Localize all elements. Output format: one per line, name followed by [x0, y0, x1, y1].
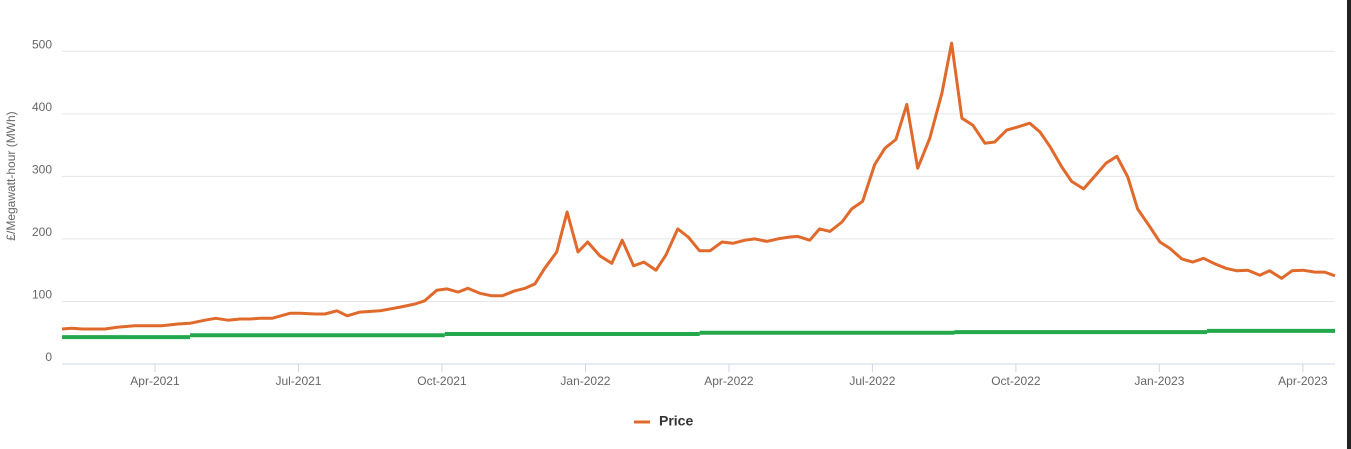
legend-text: Price [659, 413, 693, 429]
x-tick-label: Oct-2022 [991, 374, 1041, 388]
y-tick-label: 500 [32, 37, 52, 51]
window-edge [1347, 0, 1351, 449]
x-tick-label: Oct-2021 [417, 374, 467, 388]
y-axis-label: £/Megawatt-hour (MWh) [4, 111, 18, 240]
x-tick-label: Apr-2023 [1278, 374, 1328, 388]
price-line [61, 41, 1336, 331]
x-tick-label: Jul-2022 [849, 374, 895, 388]
y-tick-label: 200 [32, 225, 52, 239]
x-tick-label: Apr-2021 [130, 374, 180, 388]
x-tick-label: Apr-2022 [704, 374, 754, 388]
x-tick-label: Jan-2022 [560, 374, 610, 388]
y-tick-label: 400 [32, 100, 52, 114]
y-tick-label: 300 [32, 163, 52, 177]
x-tick-label: Jul-2021 [275, 374, 321, 388]
y-tick-label: 0 [45, 350, 52, 364]
y-tick-label: 100 [32, 288, 52, 302]
x-tick-label: Jan-2023 [1134, 374, 1184, 388]
